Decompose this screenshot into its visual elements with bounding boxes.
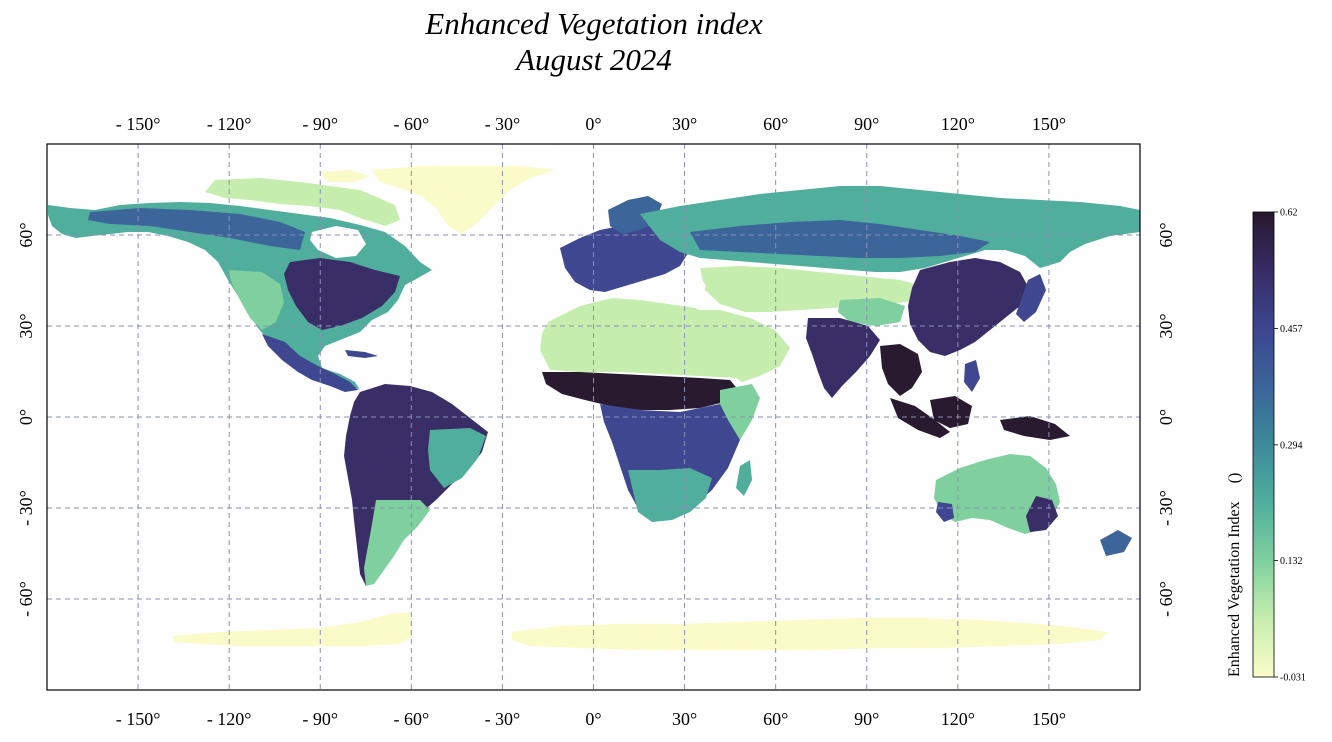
lon-label-top: 30° [672, 114, 697, 134]
lon-label-bottom: - 150° [116, 709, 161, 729]
colorbar-tick-label: -0.031 [1280, 673, 1306, 684]
colorbar-label: Enhanced Vegetation Index () [1226, 473, 1243, 677]
lat-label-right: - 30° [1156, 490, 1176, 526]
lat-label-right: - 60° [1156, 581, 1176, 617]
lat-label-left: - 60° [16, 581, 36, 617]
lon-label-top: 60° [763, 114, 788, 134]
title-line-2: August 2024 [516, 42, 672, 77]
lon-label-bottom: 60° [763, 709, 788, 729]
lon-label-bottom: 90° [854, 709, 879, 729]
colorbar-tick-label: 0.457 [1280, 324, 1303, 335]
lat-label-left: 30° [16, 313, 36, 338]
map-figure: - 150° - 120° - 90° - 60° - 30° 0° 30° 60° 90° 12… [16, 114, 1176, 729]
lon-label-bottom: - 30° [485, 709, 521, 729]
lon-label-bottom: 30° [672, 709, 697, 729]
lon-label-top: - 120° [207, 114, 252, 134]
lon-label-top: 90° [854, 114, 879, 134]
lon-label-top: - 30° [485, 114, 521, 134]
lat-label-left: 60° [16, 222, 36, 247]
lon-labels-bottom: - 150° - 120° - 90° - 60° - 30° 0° 30° 60° 90° 12… [116, 709, 1066, 729]
lon-label-top: 150° [1032, 114, 1066, 134]
map-title: Enhanced Vegetation index August 2024 [394, 6, 794, 78]
lat-labels-right: 60° 30° 0° - 30° - 60° [1156, 222, 1176, 616]
gridlines [47, 144, 1140, 690]
colorbar-unit: () [1226, 473, 1243, 484]
lon-label-top: 0° [585, 114, 601, 134]
colorbar-label-text: Enhanced Vegetation Index [1226, 501, 1243, 677]
colorbar-tick-label: 0.294 [1280, 440, 1303, 451]
lat-label-left: - 30° [16, 490, 36, 526]
colorbar-ticks: 0.62 0.457 0.294 0.132 -0.031 [1274, 208, 1306, 684]
lon-label-bottom: - 120° [207, 709, 252, 729]
lat-label-right: 30° [1156, 313, 1176, 338]
lat-label-left: 0° [16, 409, 36, 425]
colorbar-tick-label: 0.132 [1280, 556, 1303, 567]
lon-labels-top: - 150° - 120° - 90° - 60° - 30° 0° 30° 60° 90° 12… [116, 114, 1066, 134]
lon-label-top: - 150° [116, 114, 161, 134]
colorbar-tick-label: 0.62 [1280, 208, 1298, 219]
lon-label-bottom: 150° [1032, 709, 1066, 729]
lon-label-bottom: 0° [585, 709, 601, 729]
lat-label-right: 60° [1156, 222, 1176, 247]
lon-label-top: - 60° [393, 114, 429, 134]
colorbar-bar [1252, 211, 1275, 678]
map-frame [46, 143, 1141, 691]
lon-label-bottom: 120° [941, 709, 975, 729]
lon-label-top: - 90° [302, 114, 338, 134]
title-line-1: Enhanced Vegetation index [425, 6, 763, 41]
lat-labels-left: 60° 30° 0° - 30° - 60° [16, 222, 36, 616]
lon-label-top: 120° [941, 114, 975, 134]
lon-label-bottom: - 90° [302, 709, 338, 729]
lon-label-bottom: - 60° [393, 709, 429, 729]
lat-label-right: 0° [1156, 409, 1176, 425]
colorbar: 0.62 0.457 0.294 0.132 -0.031 Enhanced Veget… [1226, 208, 1306, 684]
